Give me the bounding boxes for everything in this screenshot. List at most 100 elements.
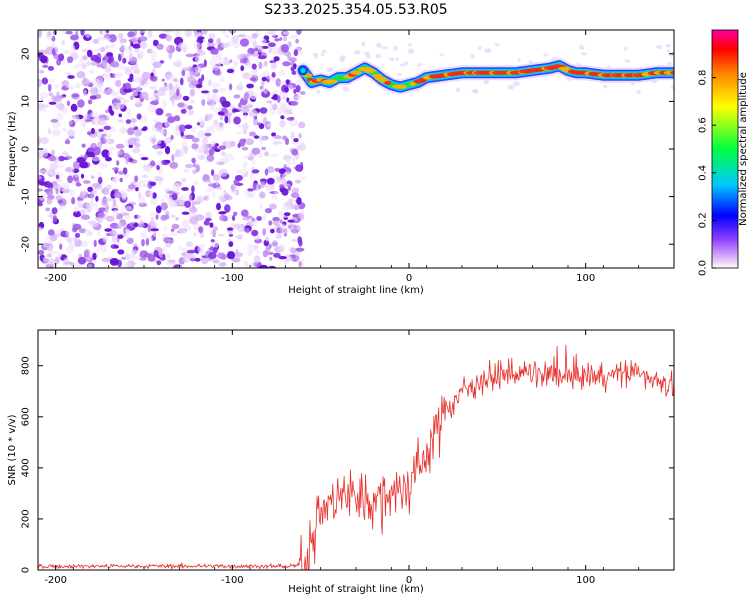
noise-blob	[282, 202, 291, 211]
noise-blob	[55, 195, 63, 201]
noise-blob	[266, 166, 275, 174]
noise-blob	[229, 59, 233, 63]
noise-blob	[87, 147, 95, 153]
noise-blob	[118, 113, 123, 118]
noise-blob	[399, 63, 405, 67]
noise-blob	[138, 153, 144, 158]
noise-blob	[276, 95, 281, 103]
noise-blob	[57, 199, 63, 204]
noise-blob	[290, 66, 295, 72]
noise-blob	[149, 211, 158, 217]
noise-blob	[164, 146, 171, 155]
noise-blob	[312, 52, 319, 57]
noise-blob	[62, 49, 71, 55]
noise-blob	[176, 88, 180, 97]
noise-blob	[163, 30, 173, 33]
noise-blob	[77, 256, 87, 265]
noise-blob	[45, 189, 54, 196]
noise-blob	[290, 204, 300, 210]
noise-blob	[262, 250, 268, 258]
noise-blob	[233, 211, 238, 216]
noise-blob	[150, 75, 158, 82]
noise-blob	[208, 38, 214, 44]
noise-blob	[300, 209, 305, 214]
noise-blob	[93, 202, 99, 211]
noise-blob	[258, 46, 263, 50]
noise-blob	[507, 84, 515, 90]
noise-blob	[290, 100, 299, 106]
noise-blob	[156, 43, 164, 50]
noise-blob	[284, 87, 289, 93]
noise-blob	[484, 48, 492, 54]
noise-blob	[197, 244, 204, 253]
noise-blob	[291, 70, 297, 75]
noise-blob	[396, 73, 402, 76]
noise-blob	[244, 113, 248, 121]
noise-blob	[185, 134, 195, 140]
noise-blob	[65, 85, 74, 89]
snr-line	[38, 344, 674, 570]
noise-blob	[158, 33, 168, 39]
noise-blob	[45, 51, 54, 55]
noise-blob	[98, 244, 108, 253]
noise-blob	[187, 254, 197, 259]
noise-blob	[117, 222, 124, 229]
noise-blob	[89, 111, 99, 118]
noise-blob	[170, 228, 175, 232]
noise-blob	[101, 37, 112, 41]
noise-blob	[253, 255, 261, 264]
noise-blob	[269, 203, 277, 210]
noise-blob	[109, 258, 119, 266]
snr-xtick-label: 100	[576, 575, 595, 586]
signal-hotspot	[350, 70, 362, 75]
noise-blob	[204, 211, 212, 220]
noise-blob	[90, 175, 95, 179]
noise-blob	[232, 215, 236, 221]
noise-blob	[223, 189, 227, 194]
noise-blob	[517, 58, 521, 63]
noise-blob	[191, 202, 195, 211]
noise-blob	[256, 216, 262, 221]
noise-blob	[189, 257, 196, 262]
noise-blob	[279, 120, 286, 128]
noise-blob	[177, 102, 185, 108]
noise-blob	[129, 73, 134, 80]
noise-blob	[300, 91, 306, 95]
spectrogram-xtick-label: -200	[44, 273, 67, 284]
noise-blob	[74, 82, 81, 89]
noise-blob	[259, 107, 268, 114]
noise-blob	[269, 109, 277, 115]
noise-blob	[209, 59, 217, 66]
noise-blob	[197, 154, 206, 160]
noise-blob	[268, 220, 273, 226]
noise-blob	[221, 100, 231, 108]
noise-blob	[165, 34, 172, 42]
noise-blob	[71, 92, 80, 100]
noise-blob	[266, 177, 275, 185]
noise-blob	[203, 148, 209, 155]
spectrogram-signal-track	[295, 58, 674, 95]
noise-blob	[103, 89, 113, 95]
noise-blob	[116, 160, 120, 166]
noise-blob	[137, 192, 142, 199]
noise-blob	[80, 30, 85, 36]
noise-blob	[38, 175, 42, 180]
colorbar-tick-label: 0.8	[698, 70, 709, 86]
noise-blob	[110, 110, 115, 116]
noise-blob	[271, 30, 277, 37]
noise-blob	[112, 209, 119, 218]
noise-blob	[270, 228, 275, 234]
noise-blob	[316, 89, 321, 94]
noise-blob	[174, 84, 178, 91]
noise-blob	[666, 49, 671, 53]
noise-blob	[239, 138, 246, 147]
noise-blob	[262, 212, 267, 222]
signal-start-core	[300, 68, 306, 73]
noise-blob	[87, 113, 91, 123]
noise-blob	[266, 76, 272, 80]
noise-blob	[219, 76, 225, 83]
noise-blob	[251, 229, 259, 237]
noise-blob	[155, 205, 162, 214]
snr-ytick-label: 800	[21, 356, 32, 375]
